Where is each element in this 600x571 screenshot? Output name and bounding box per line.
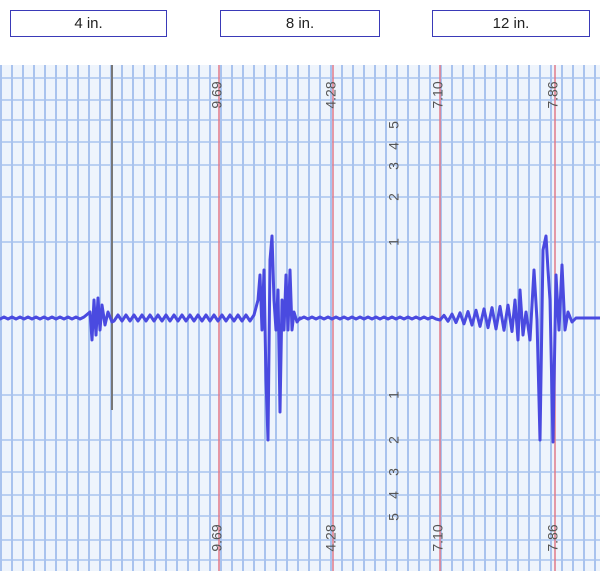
marker-label: 7.10	[430, 81, 446, 108]
marker-label: 9.69	[209, 81, 225, 108]
scale-label: 1	[386, 391, 402, 399]
scale-label: 3	[386, 162, 402, 170]
marker-label: 4.28	[323, 81, 339, 108]
scale-label: 4	[386, 142, 402, 150]
scale-label: 2	[386, 193, 402, 201]
amplitude-scale: 5 4 3 2 1 1 2 3 4 5	[386, 121, 402, 521]
waveform	[0, 234, 600, 444]
scale-label: 4	[386, 491, 402, 499]
scale-label: 3	[386, 468, 402, 476]
scale-label: 2	[386, 436, 402, 444]
scale-label: 5	[386, 513, 402, 521]
scale-label: 5	[386, 121, 402, 129]
tab[interactable]: 8 in.	[220, 10, 380, 37]
scale-label: 1	[386, 238, 402, 246]
marker-label: 7.86	[545, 81, 561, 108]
tab[interactable]: 4 in.	[10, 10, 167, 37]
marker-label: 7.86	[545, 524, 561, 551]
marker-label: 4.28	[323, 524, 339, 551]
tab[interactable]: 12 in.	[432, 10, 590, 37]
marker-label: 9.69	[209, 524, 225, 551]
horizontal-grid	[0, 77, 600, 561]
marker-label: 7.10	[430, 524, 446, 551]
